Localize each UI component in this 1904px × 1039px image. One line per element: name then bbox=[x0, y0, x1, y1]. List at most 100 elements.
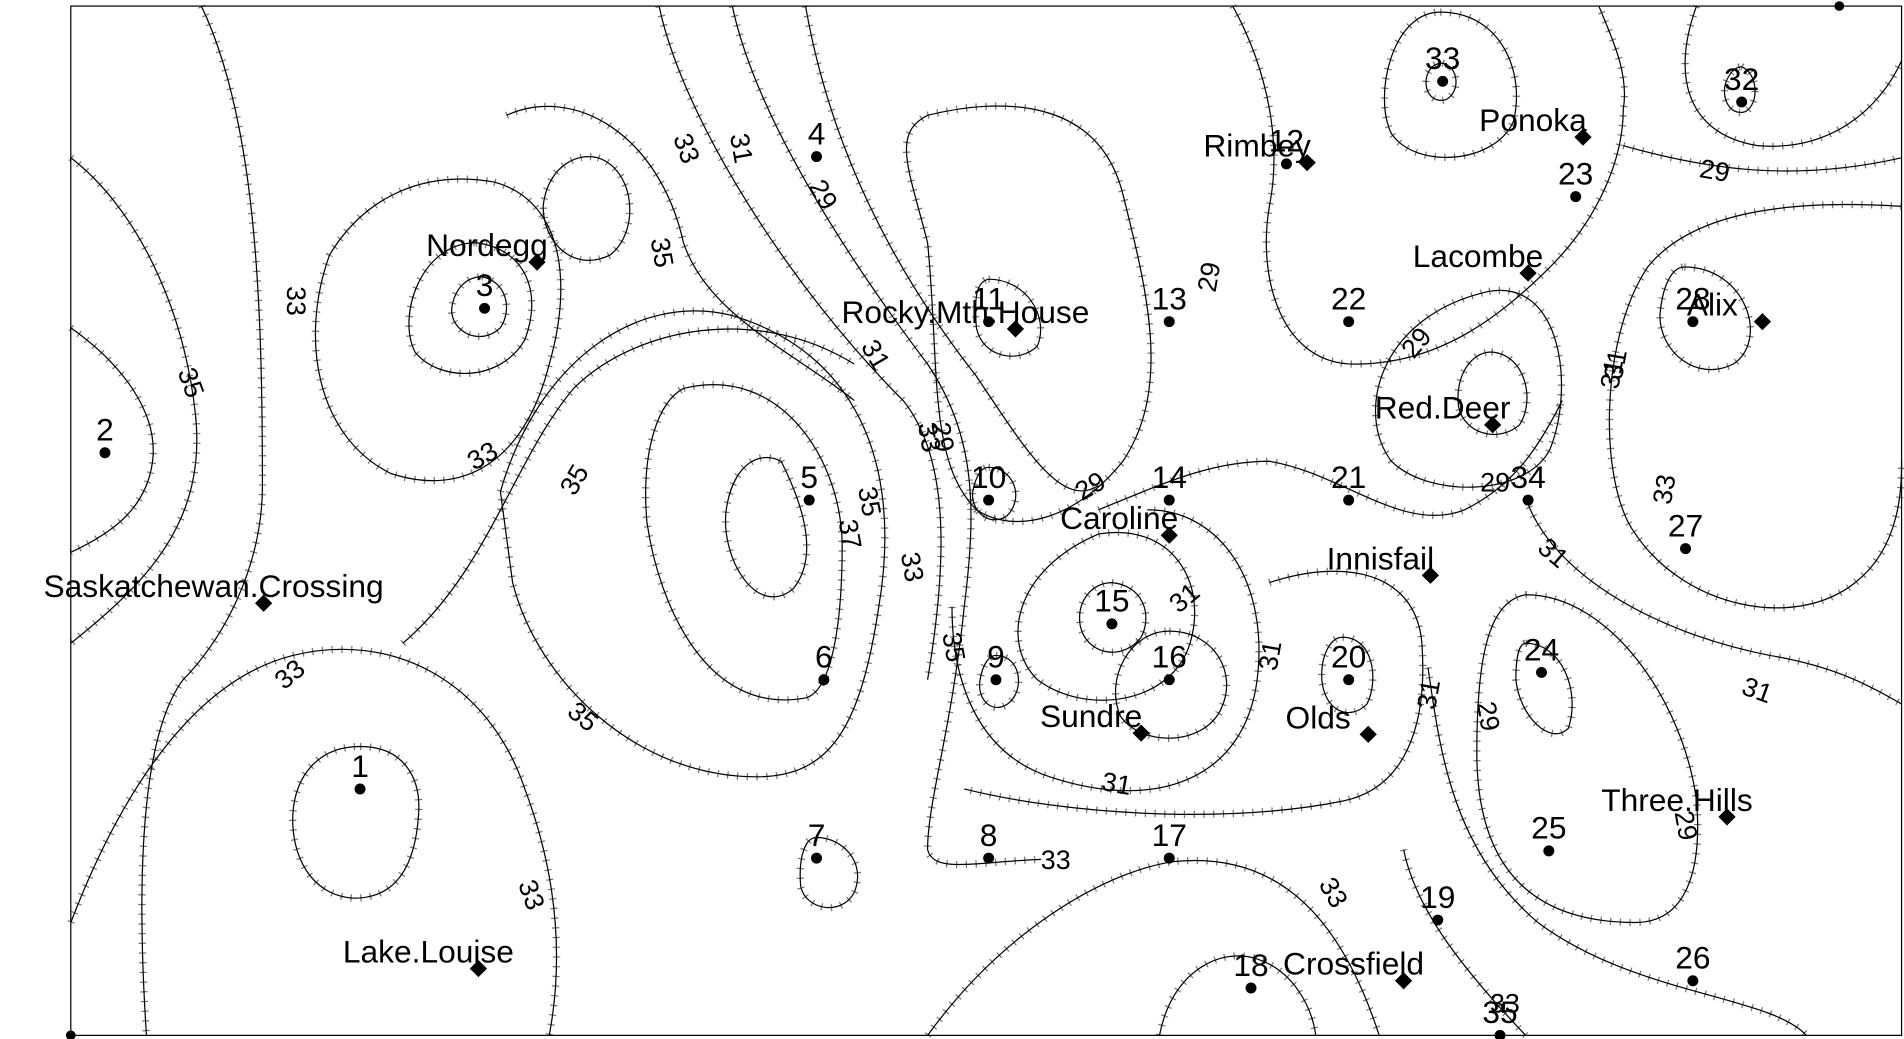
station-label: 9 bbox=[987, 639, 1005, 675]
station-label: 8 bbox=[980, 817, 998, 853]
contour-label: 35 bbox=[172, 364, 210, 402]
contour-line bbox=[1685, 6, 1901, 146]
contour-label: 33 bbox=[1490, 988, 1520, 1018]
town-label: Red.Deer bbox=[1375, 390, 1511, 426]
station-label: 1 bbox=[351, 748, 369, 784]
contour-label: 29 bbox=[1669, 808, 1704, 842]
contour-label: 29 bbox=[1480, 468, 1510, 498]
station-label: 7 bbox=[808, 817, 826, 853]
station-point bbox=[1523, 495, 1534, 506]
corner-point bbox=[66, 1031, 76, 1039]
station-label: 20 bbox=[1331, 639, 1366, 675]
town-marker bbox=[1754, 313, 1771, 330]
contour-hachure bbox=[315, 179, 560, 481]
station-label: 17 bbox=[1152, 817, 1187, 853]
contour-hachure bbox=[1685, 6, 1901, 146]
contour-label: 37 bbox=[833, 517, 868, 551]
page: { "stations": [ {"label": "1"}, {"label"… bbox=[0, 0, 1904, 1039]
contour-label: 31 bbox=[1598, 347, 1633, 381]
station-label: 2 bbox=[96, 412, 114, 448]
station-point bbox=[1536, 667, 1547, 678]
contour-line bbox=[1623, 146, 1901, 171]
station-label: 14 bbox=[1152, 459, 1187, 495]
contour-line bbox=[1376, 290, 1562, 487]
town-label: Lacombe bbox=[1413, 238, 1543, 274]
station-point bbox=[1164, 674, 1175, 685]
contour-label: 31 bbox=[1411, 677, 1446, 711]
station-point bbox=[1437, 76, 1448, 87]
station-point bbox=[818, 674, 829, 685]
contour-label: 33 bbox=[462, 435, 503, 476]
station-label: 3 bbox=[476, 267, 494, 303]
contour-hachure bbox=[1376, 290, 1562, 487]
station-point bbox=[1543, 845, 1554, 856]
contour-line bbox=[142, 6, 263, 1035]
station-label: 23 bbox=[1558, 156, 1593, 192]
town-label: Rocky.Mth.House bbox=[841, 294, 1089, 330]
town-label: Crossfield bbox=[1283, 946, 1424, 982]
contour-label: 31 bbox=[1738, 671, 1776, 709]
town-label: Saskatchewan.Crossing bbox=[43, 568, 383, 604]
contour-hachure bbox=[543, 157, 630, 261]
contour-hachure bbox=[1609, 204, 1901, 607]
station-point bbox=[811, 853, 822, 864]
station-label: 26 bbox=[1675, 940, 1710, 976]
station-label: 33 bbox=[1425, 40, 1460, 76]
station-label: 6 bbox=[815, 639, 833, 675]
station-label: 34 bbox=[1510, 459, 1545, 495]
contour-line bbox=[806, 6, 1099, 491]
contour-label: 31 bbox=[855, 334, 896, 375]
town-label: Olds bbox=[1286, 699, 1351, 735]
contour-label: 33 bbox=[1313, 872, 1354, 913]
town-label: Caroline bbox=[1060, 500, 1178, 536]
labels: 1234567891011121314151617181920212223242… bbox=[43, 40, 1776, 1039]
contour-label: 33 bbox=[667, 129, 705, 167]
contour-line bbox=[726, 458, 807, 597]
station-label: 21 bbox=[1331, 459, 1366, 495]
town-label: Rimbey bbox=[1203, 128, 1311, 164]
contour-line bbox=[646, 385, 842, 700]
contour-line bbox=[1609, 204, 1901, 607]
station-point bbox=[99, 447, 110, 458]
contour-label: 33 bbox=[512, 876, 550, 914]
contour-hachure bbox=[646, 385, 842, 700]
contour-label: 33 bbox=[1647, 472, 1682, 506]
contour-hachure bbox=[403, 329, 855, 643]
town-marker bbox=[1360, 726, 1377, 743]
station-point bbox=[983, 495, 994, 506]
station-label: 18 bbox=[1233, 947, 1268, 983]
contour-label: 29 bbox=[1697, 153, 1732, 188]
station-label: 22 bbox=[1331, 281, 1366, 317]
contour-lines bbox=[71, 6, 1902, 1035]
station-point bbox=[1343, 495, 1354, 506]
contour-label: 35 bbox=[562, 696, 604, 738]
station-point bbox=[983, 853, 994, 864]
town-label: Innisfail bbox=[1327, 540, 1435, 576]
contour-label: 31 bbox=[1532, 532, 1574, 574]
contour-hachure bbox=[726, 458, 807, 597]
station-point bbox=[1164, 316, 1175, 327]
town-label: Lake.Louise bbox=[343, 934, 514, 970]
station-point bbox=[1495, 1030, 1506, 1039]
contour-hachure bbox=[806, 6, 1099, 491]
corner-point bbox=[1834, 1, 1844, 11]
station-label: 16 bbox=[1152, 639, 1187, 675]
contour-label: 35 bbox=[645, 235, 680, 269]
contour-hachure bbox=[1526, 498, 1902, 704]
station-point bbox=[1687, 975, 1698, 986]
station-point bbox=[804, 495, 815, 506]
contour-label: 35 bbox=[554, 459, 595, 500]
contour-hachure bbox=[1623, 146, 1901, 171]
station-label: 19 bbox=[1420, 879, 1455, 915]
contour-map: 1234567891011121314151617181920212223242… bbox=[0, 0, 1904, 1039]
contour-label: 29 bbox=[1395, 322, 1437, 364]
station-point bbox=[990, 674, 1001, 685]
contour-label: 29 bbox=[1192, 260, 1227, 294]
contour-line bbox=[1526, 498, 1902, 704]
station-point bbox=[355, 783, 366, 794]
contour-label: 31 bbox=[1163, 577, 1205, 619]
contour-label: 31 bbox=[724, 131, 759, 165]
station-point bbox=[1343, 316, 1354, 327]
station-point bbox=[1680, 543, 1691, 554]
contour-label: 31 bbox=[1099, 766, 1134, 801]
